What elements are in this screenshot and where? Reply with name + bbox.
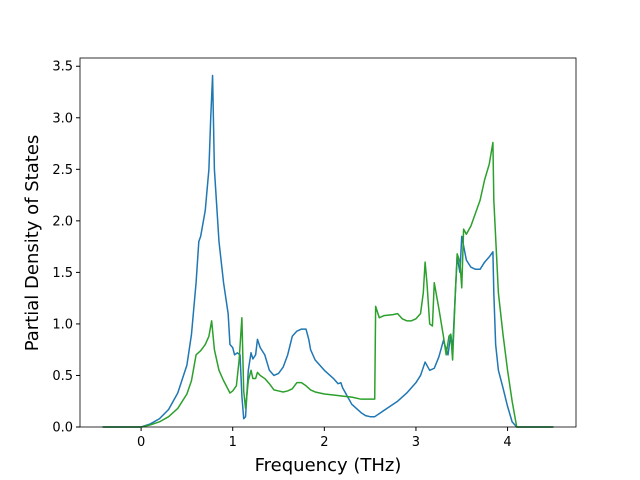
plot-frame: [79, 57, 577, 428]
x-tick-label: 4: [503, 435, 511, 450]
y-tick-label: 1.0: [52, 317, 73, 332]
x-tick-label: 1: [229, 435, 237, 450]
x-tick-label: 2: [320, 435, 328, 450]
y-axis-label: Partial Density of States: [22, 135, 43, 352]
y-tick-label: 0.5: [52, 369, 73, 384]
y-tick-label: 0.0: [52, 421, 73, 436]
y-tick-label: 3.0: [52, 111, 73, 126]
x-axis-label: Frequency (THz): [255, 455, 402, 476]
y-tick-label: 1.5: [52, 266, 73, 281]
line: [102, 141, 554, 428]
x-tick-label: 3: [412, 435, 420, 450]
y-tick-label: 2.0: [52, 214, 73, 229]
x-tick-label: 0: [137, 435, 145, 450]
y-tick-label: 3.5: [52, 60, 73, 75]
y-tick-label: 2.5: [52, 163, 73, 178]
